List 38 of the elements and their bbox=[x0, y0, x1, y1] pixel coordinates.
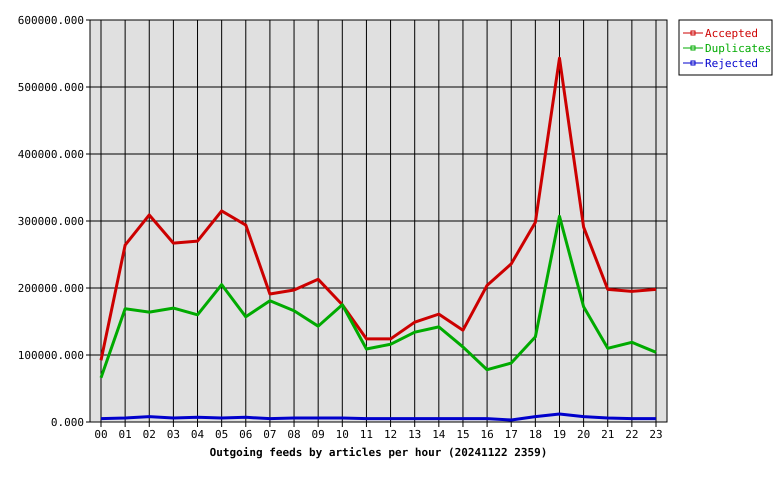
x-tick-label: 11 bbox=[360, 428, 374, 441]
legend-label: Duplicates bbox=[705, 42, 772, 55]
x-tick-label: 17 bbox=[504, 428, 518, 441]
x-tick-label: 15 bbox=[456, 428, 470, 441]
x-tick-label: 04 bbox=[190, 428, 205, 441]
x-tick-label: 07 bbox=[263, 428, 277, 441]
x-tick-label: 19 bbox=[552, 428, 566, 441]
x-tick-label: 01 bbox=[118, 428, 132, 441]
x-tick-label: 21 bbox=[601, 428, 614, 441]
x-axis-title: Outgoing feeds by articles per hour (20241122 2359) bbox=[210, 446, 548, 459]
y-tick-label: 400000.000 bbox=[18, 148, 84, 161]
x-tick-label: 10 bbox=[336, 428, 349, 441]
line-series bbox=[100, 214, 658, 380]
x-tick-label: 05 bbox=[215, 428, 228, 441]
x-tick-label: 22 bbox=[625, 428, 638, 441]
x-tick-label: 16 bbox=[480, 428, 494, 441]
y-tick-label: 500000.000 bbox=[18, 81, 84, 94]
x-tick-label: 09 bbox=[312, 428, 325, 441]
line-series bbox=[100, 56, 658, 362]
x-tick-label: 20 bbox=[576, 428, 590, 441]
legend-label: Rejected bbox=[705, 57, 758, 70]
y-tick-label: 100000.000 bbox=[18, 349, 84, 362]
x-tick-label: 00 bbox=[94, 428, 108, 441]
x-tick-label: 12 bbox=[384, 428, 398, 441]
x-tick-label: 06 bbox=[239, 428, 252, 441]
x-tick-label: 18 bbox=[528, 428, 542, 441]
y-tick-label: 300000.000 bbox=[18, 215, 84, 228]
x-tick-label: 08 bbox=[287, 428, 301, 441]
line-series bbox=[100, 412, 658, 422]
x-tick-label: 14 bbox=[432, 428, 446, 441]
x-tick-label: 23 bbox=[649, 428, 663, 441]
x-tick-label: 13 bbox=[408, 428, 422, 441]
x-tick-label: 02 bbox=[142, 428, 156, 441]
legend-label: Accepted bbox=[705, 27, 758, 40]
y-tick-label: 200000.000 bbox=[18, 282, 84, 295]
y-tick-label: 600000.000 bbox=[18, 14, 84, 27]
y-tick-label: 0.000 bbox=[50, 416, 84, 429]
x-tick-label: 03 bbox=[166, 428, 180, 441]
